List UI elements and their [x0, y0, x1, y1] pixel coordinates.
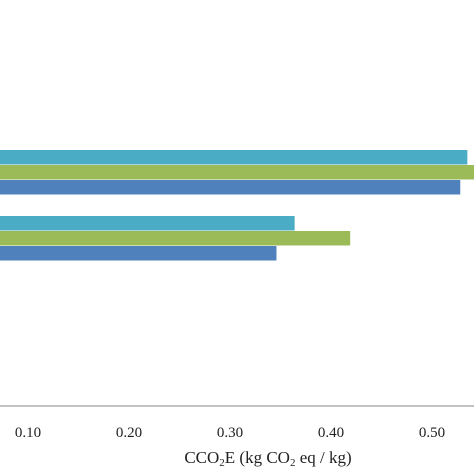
- x-tick-labels: 0.10 0.20 0.30 0.40 0.50: [15, 425, 445, 441]
- x-tick-label: 0.10: [15, 425, 41, 441]
- bar-group2-series1: [0, 150, 468, 165]
- x-tick-label: 0.30: [217, 425, 243, 441]
- x-tick-label: 0.20: [116, 425, 142, 441]
- bar-group3-series3: [0, 246, 277, 261]
- x-tick-label: 0.40: [318, 425, 344, 441]
- bar-group3-series1: [0, 216, 295, 231]
- x-tick-label: 0.50: [419, 425, 445, 441]
- bar-group2-series3: [0, 180, 461, 195]
- bar-group2-series2: [0, 165, 474, 180]
- bar-group3-series2: [0, 231, 351, 246]
- x-axis-title: CCO2E (kg CO2 eq / kg): [184, 448, 351, 469]
- bars-layer: [0, 150, 474, 261]
